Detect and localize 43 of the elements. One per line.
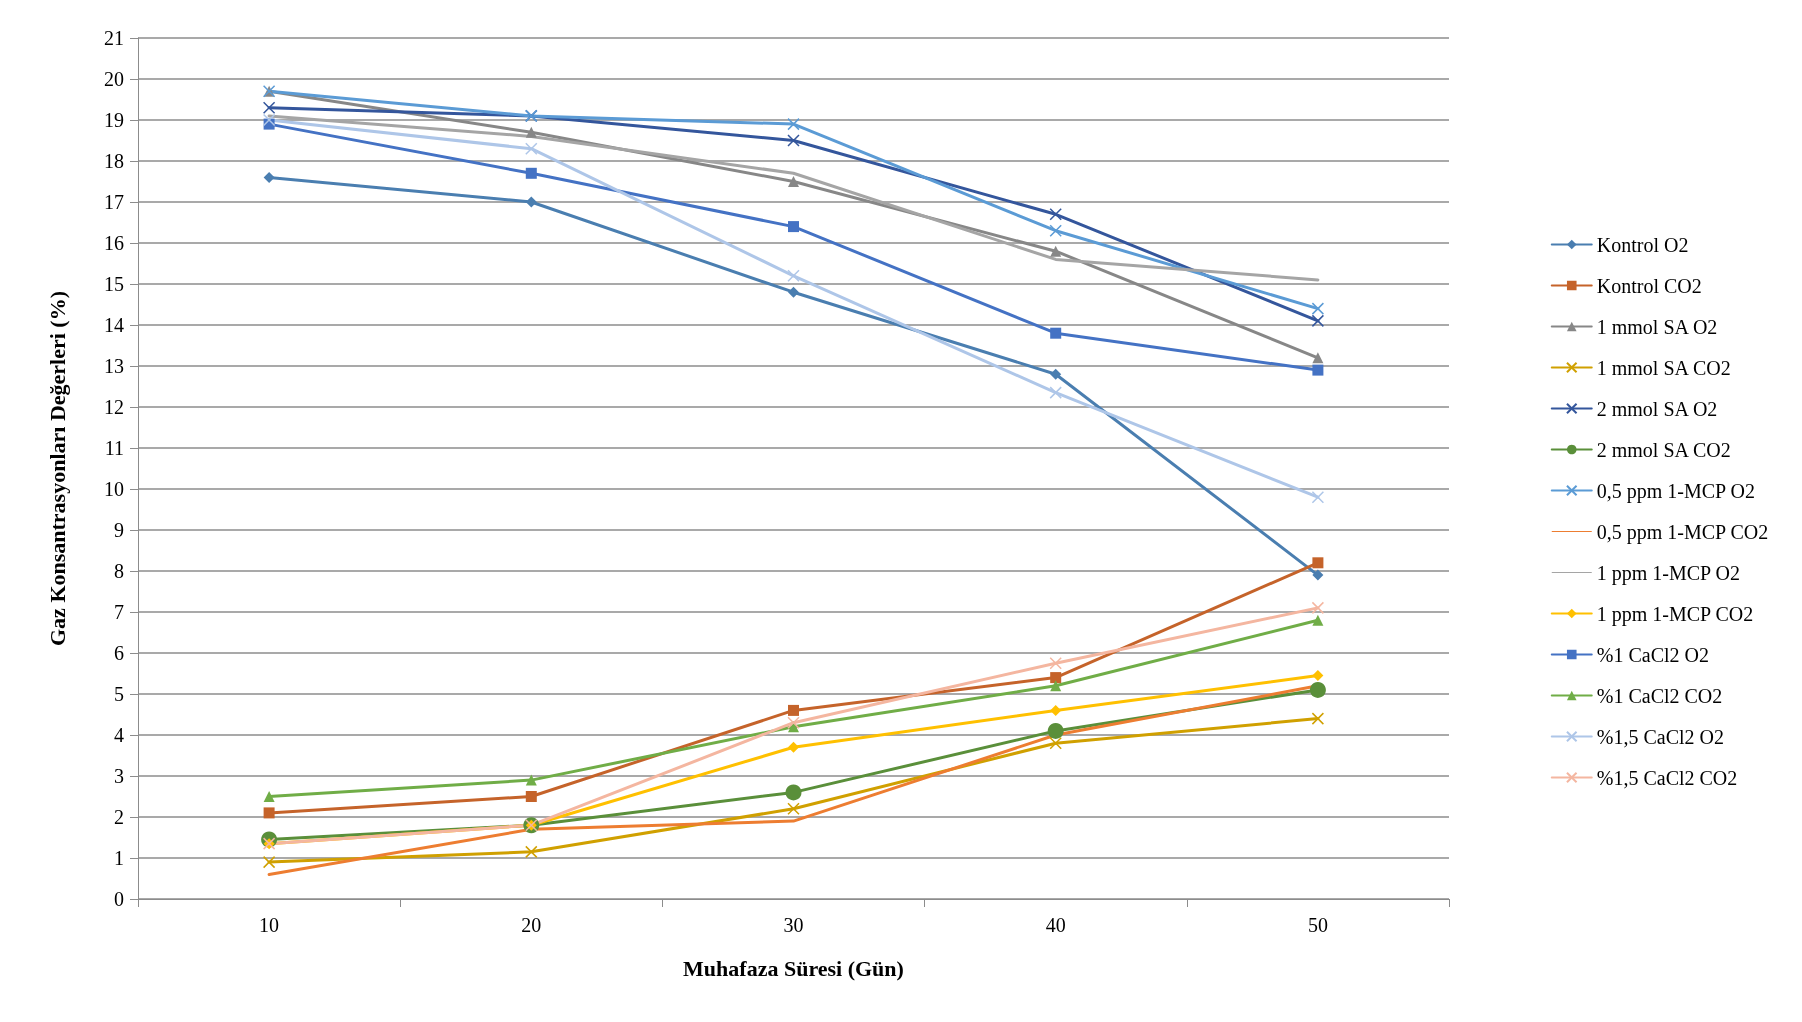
legend-label: 1 mmol SA O2 [1596,315,1718,338]
x-tick-label: 50 [1307,914,1328,936]
y-tick-label: 19 [104,109,124,131]
x-tick-label: 30 [783,914,804,936]
legend-label: 1 ppm 1-MCP CO2 [1596,602,1754,626]
x-tick-label: 10 [259,914,280,936]
y-tick-label: 15 [104,273,124,295]
y-tick-label: 16 [104,232,124,254]
legend-label: %1 CaCl2 CO2 [1596,684,1723,707]
y-tick-label: 18 [104,150,124,172]
legend-label: %1,5 CaCl2 O2 [1596,725,1724,748]
y-tick-label: 10 [104,478,124,500]
y-tick-label: 4 [114,724,124,746]
y-tick-label: 0 [114,888,124,910]
legend-label: %1,5 CaCl2 CO2 [1596,766,1738,789]
y-tick-label: 13 [104,355,124,377]
x-tick-label: 40 [1045,914,1066,936]
legend-label: 1 ppm 1-MCP O2 [1596,561,1740,585]
y-tick-label: 17 [104,191,124,213]
legend-label: %1 CaCl2 O2 [1596,643,1709,666]
legend-label: 1 mmol SA CO2 [1596,356,1731,379]
y-tick-label: 9 [114,519,124,541]
y-tick-label: 6 [114,642,124,664]
legend-label: 2 mmol SA CO2 [1596,438,1731,461]
y-tick-label: 3 [114,765,124,787]
legend-label: 0,5 ppm 1-MCP O2 [1596,479,1755,503]
y-tick-label: 8 [114,560,124,582]
legend-label: 2 mmol SA O2 [1596,397,1718,420]
y-tick-label: 5 [114,683,124,705]
legend-label: Kontrol CO2 [1596,274,1702,297]
y-tick-label: 1 [114,847,124,869]
legend-label: Kontrol O2 [1596,233,1689,256]
legend-label: 0,5 ppm 1-MCP CO2 [1596,520,1769,544]
y-axis-title: Gaz Konsantrasyonları Değerleri (%) [44,291,70,646]
y-tick-label: 21 [104,27,124,49]
x-axis-title: Muhafaza Süresi (Gün) [683,955,904,981]
y-tick-label: 11 [104,437,124,459]
y-tick-label: 20 [104,68,124,90]
y-tick-label: 14 [104,314,124,336]
y-tick-label: 2 [114,806,124,828]
y-tick-label: 12 [104,396,124,418]
x-tick-label: 20 [521,914,542,936]
y-tick-label: 7 [114,601,124,623]
